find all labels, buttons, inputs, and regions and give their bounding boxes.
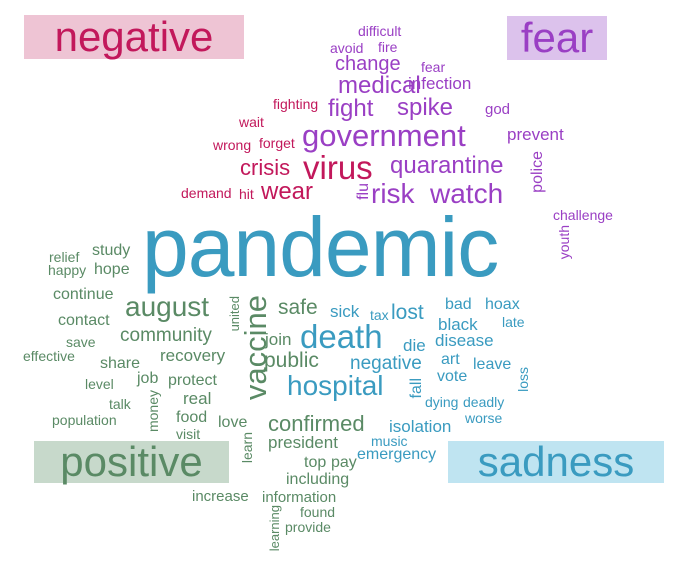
word-increase: increase [192,488,249,505]
fear-category-text: fear [520,14,594,61]
word-youth: youth [556,225,572,260]
word-prevent: prevent [507,125,564,144]
word-crisis: crisis [240,155,291,180]
word-relief: relief [49,249,80,265]
word-demand: demand [181,185,232,201]
word-study: study [92,242,131,259]
word-worse: worse [465,410,503,426]
word-public: public [264,349,319,372]
word-lost: lost [391,301,424,324]
word-government: government [302,118,466,153]
word-save: save [66,334,96,350]
word-hit: hit [239,186,254,202]
word-protect: protect [168,372,217,389]
word-visit: visit [176,426,201,442]
word-fall: fall [408,378,425,399]
word-death: death [300,318,383,355]
word-change: change [335,53,401,75]
word-wear: wear [261,178,314,205]
word-watch: watch [430,178,504,209]
word-deadly: deadly [463,394,505,410]
word-infection: infection [408,74,472,93]
negative-category-label: negative [24,15,244,59]
word-top: top [304,454,327,471]
word-wrong: wrong [213,137,252,153]
word-black: black [438,315,478,334]
sadness-category-text: sadness [477,438,635,485]
word-effective: effective [23,348,75,364]
word-pandemic: pandemic [142,200,499,294]
word-spike: spike [397,94,454,121]
word-level: level [85,376,114,392]
negative-category-text: negative [54,13,214,60]
word-learn: learn [239,432,255,464]
word-forget: forget [259,135,295,151]
word-wait: wait [239,114,264,130]
positive-category-label: positive [34,441,229,483]
word-hope: hope [94,261,130,278]
word-tax: tax [370,307,389,323]
word-art: art [441,351,460,368]
word-including: including [286,471,350,488]
word-loss: loss [515,367,531,392]
word-quarantine: quarantine [390,152,504,179]
word-contact: contact [58,312,110,329]
word-provide: provide [285,519,331,535]
word-found: found [300,504,336,520]
word-community: community [120,325,212,346]
word-continue: continue [53,286,114,303]
word-bad: bad [445,296,472,313]
word-fighting: fighting [273,96,319,112]
positive-category-text: positive [60,438,203,485]
word-information: information [262,489,337,506]
word-emergency: emergency [357,446,437,463]
word-risk: risk [371,178,415,209]
word-happy: happy [48,262,87,278]
word-job: job [137,370,159,387]
word-fire: fire [378,39,398,55]
word-food: food [176,409,208,426]
word-isolation: isolation [389,417,452,436]
word-pay: pay [331,454,357,471]
word-challenge: challenge [553,207,613,223]
word-august: august [125,291,210,322]
word-police: police [529,151,546,193]
word-difficult: difficult [358,23,402,39]
word-president: president [268,433,338,452]
word-join: join [265,330,292,349]
word-flu: flu [355,183,372,200]
word-share: share [100,355,141,372]
word-hospital: hospital [287,370,384,401]
sadness-category-label: sadness [448,441,664,483]
word-real: real [183,389,212,408]
word-dying: dying [425,394,459,410]
word-vote: vote [437,368,468,385]
word-love: love [218,414,248,431]
word-music: music [371,433,408,449]
word-negative: negative [350,353,422,374]
word-confirmed: confirmed [268,411,365,436]
word-safe: safe [278,296,318,319]
word-recovery: recovery [160,346,226,365]
word-learning: learning [267,505,282,552]
word-avoid: avoid [330,40,364,56]
word-population: population [52,412,117,428]
word-money: money [145,390,161,433]
word-fear: fear [421,59,446,75]
word-disease: disease [435,331,494,350]
word-fight: fight [328,95,374,122]
word-leave: leave [473,356,512,373]
word-talk: talk [109,396,131,412]
word-hoax: hoax [485,296,520,313]
word-virus: virus [303,149,373,186]
word-sick: sick [330,302,360,321]
word-late: late [502,314,525,330]
word-medical: medical [338,72,421,99]
word-god: god [485,101,511,118]
word-die: die [403,336,426,355]
fear-category-label: fear [507,16,607,60]
